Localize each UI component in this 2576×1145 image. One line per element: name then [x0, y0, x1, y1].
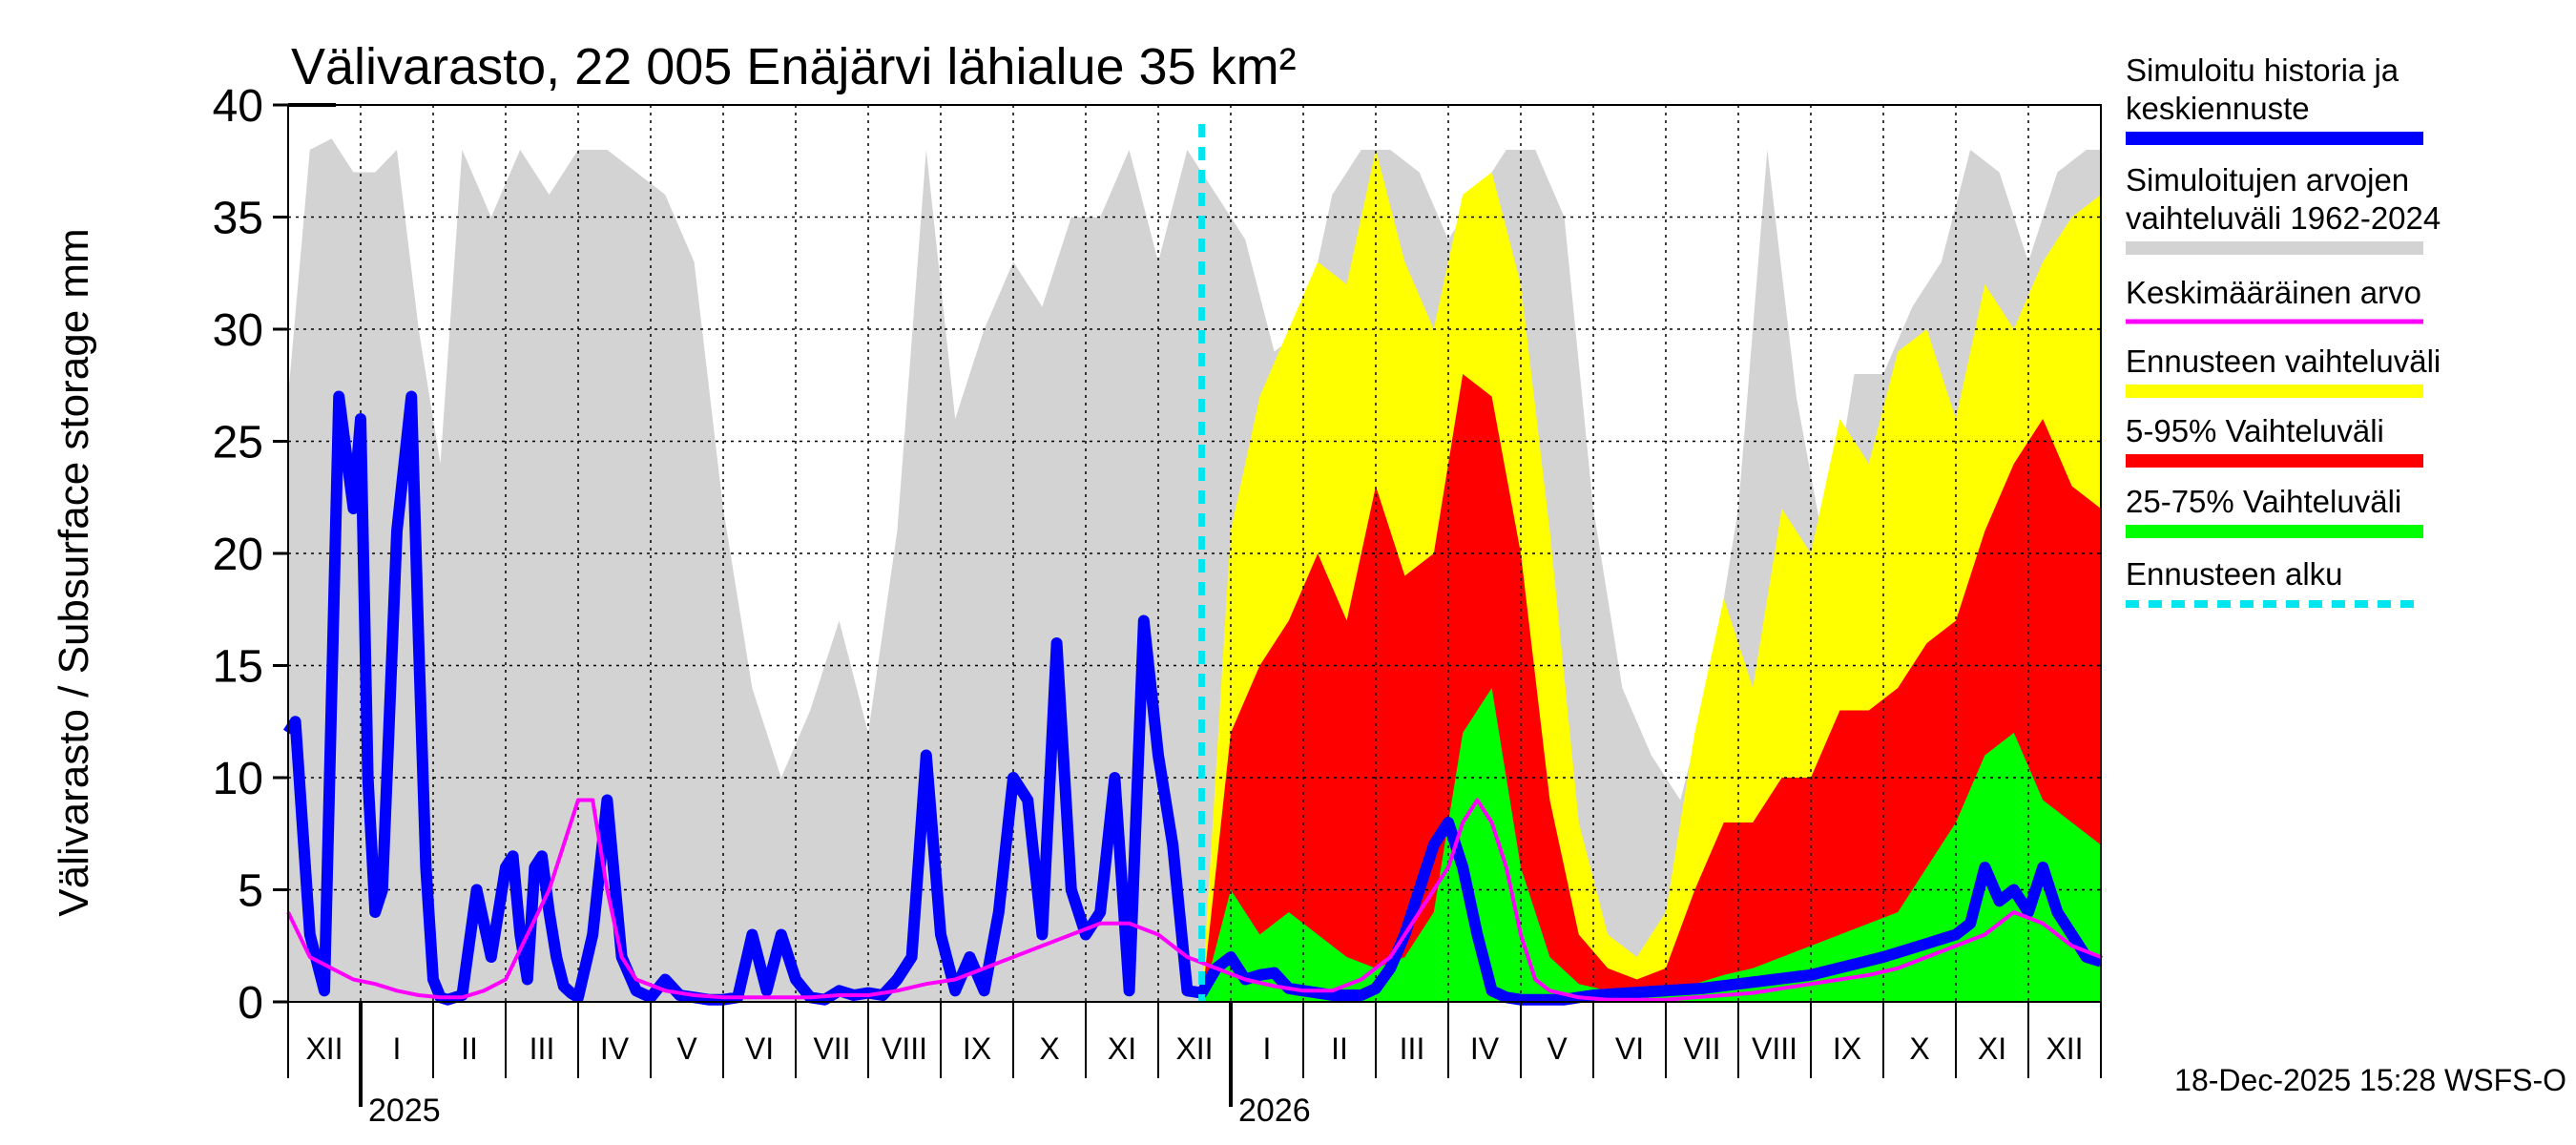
series-areas [288, 138, 2101, 1003]
year-label-2025: 2025 [368, 1093, 441, 1129]
series-lines [282, 390, 2103, 1006]
legend-5-95-vaihteluv-li-label: 5-95% Vaihteluväli [2126, 413, 2384, 448]
month-label: VI [745, 1031, 774, 1066]
month-label: IV [1470, 1031, 1500, 1066]
year-label-2026: 2026 [1238, 1093, 1311, 1129]
line-keskim-r-inen-arvo [286, 798, 2102, 1002]
month-label: V [676, 1031, 697, 1066]
month-label: I [1263, 1031, 1272, 1066]
y-tick-label-20: 20 [213, 530, 263, 580]
month-label: XI [1108, 1031, 1136, 1066]
month-label: IX [1833, 1031, 1861, 1066]
legend-simuloitujen-arvojen-label: Simuloitujen arvojen vaihteluväli 1962-20… [2126, 162, 2441, 236]
month-label: II [461, 1031, 478, 1066]
y-axis-ticks: 0 5 10 15 20 25 30 35 40 [213, 81, 336, 1029]
month-label: X [1039, 1031, 1059, 1066]
month-label: VIII [1752, 1031, 1797, 1066]
area-5-95-vaihteluv-li [1201, 374, 2101, 1002]
y-tick-label-15: 15 [213, 642, 263, 693]
y-tick-label-10: 10 [213, 754, 263, 804]
y-tick-label-5: 5 [238, 866, 263, 917]
month-label: V [1547, 1031, 1568, 1066]
area-simuloitujen-arvojen-vaihteluv-li-1962-2024 [288, 138, 2101, 1003]
legend-25-75-vaihteluv-li-label: 25-75% Vaihteluväli [2126, 484, 2401, 519]
area-25-75-vaihteluv-li [1201, 688, 2101, 1002]
line-simuloitu-historia-ja-keskiennuste [282, 390, 2103, 1006]
month-label: III [1400, 1031, 1425, 1066]
legend-ennusteen-alku-label: Ennusteen alku [2126, 556, 2343, 592]
month-label: VI [1615, 1031, 1644, 1066]
y-axis-label: Välivarasto / Subsurface storage mm [51, 228, 97, 916]
month-label: I [393, 1031, 402, 1066]
y-tick-label-0: 0 [238, 978, 263, 1029]
month-label: VII [813, 1031, 850, 1066]
month-label: VIII [882, 1031, 927, 1066]
legend-keskim-r-inen-arvo-label: Keskimääräinen arvo [2126, 275, 2421, 310]
y-tick-label-25: 25 [213, 418, 263, 468]
month-label: XII [2046, 1031, 2083, 1066]
chart-title: Välivarasto, 22 005 Enäjärvi lähialue 35… [291, 38, 1297, 95]
month-label: II [1331, 1031, 1348, 1066]
legend-ennusteen-vaihteluv-li-label: Ennusteen vaihteluväli [2126, 344, 2441, 379]
plot-area [282, 104, 2103, 1006]
month-label: XII [305, 1031, 343, 1066]
month-label: X [1909, 1031, 1929, 1066]
month-label: XI [1978, 1031, 2006, 1066]
month-label: III [530, 1031, 555, 1066]
legend: Simuloitu historia ja keskiennuste Simuloi… [2126, 52, 2441, 608]
month-label: IV [600, 1031, 630, 1066]
footer-timestamp: 18-Dec-2025 15:28 WSFS-O [2174, 1063, 2566, 1097]
y-tick-label-35: 35 [213, 194, 263, 244]
month-label: VII [1683, 1031, 1720, 1066]
x-axis: XII I II III IV V VI VII VIII IX X XI XII I II III IV V VI… [287, 1001, 2102, 1129]
month-label: XII [1175, 1031, 1213, 1066]
month-label: IX [963, 1031, 991, 1066]
y-tick-label-40: 40 [213, 81, 263, 132]
legend-simuloitu-historia-ja-label: Simuloitu historia ja keskiennuste [2126, 52, 2399, 126]
y-tick-label-30: 30 [213, 305, 263, 356]
